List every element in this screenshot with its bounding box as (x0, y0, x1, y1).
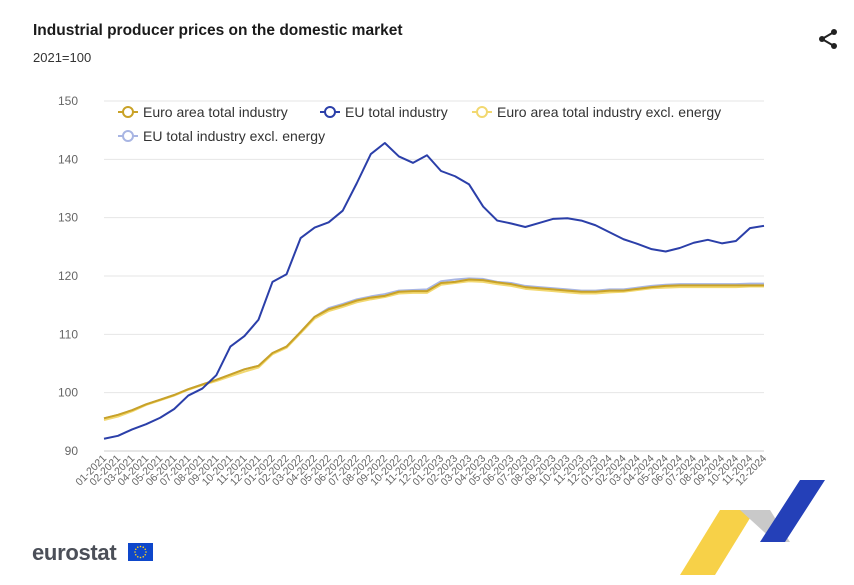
chart-title: Industrial producer prices on the domest… (33, 22, 403, 39)
y-tick-label: 90 (65, 444, 79, 458)
y-tick-label: 100 (58, 386, 78, 400)
y-tick-label: 120 (58, 269, 78, 283)
y-tick-label: 150 (58, 94, 78, 108)
share-icon[interactable] (816, 27, 840, 51)
series-line-euro-area-total-industry (103, 278, 764, 420)
chart-subtitle: 2021=100 (33, 50, 92, 65)
legend-marker (324, 106, 336, 118)
legend-marker (122, 130, 134, 142)
y-tick-label: 110 (59, 327, 78, 341)
legend-label[interactable]: EU total industry (345, 104, 448, 120)
eurostat-logo: eurostat (32, 540, 117, 565)
legend-label[interactable]: EU total industry excl. energy (143, 128, 325, 144)
series-line-eu-total-industry (103, 142, 765, 440)
series-line-euro-area-total-industry-excl-energy (103, 280, 764, 422)
y-tick-label: 140 (58, 152, 78, 166)
y-tick-label: 130 (58, 211, 78, 225)
eu-flag-icon (128, 543, 153, 561)
legend-label[interactable]: Euro area total industry (143, 104, 288, 120)
legend-marker (476, 106, 488, 118)
legend-marker (122, 106, 134, 118)
eurostat-decoration (680, 480, 825, 575)
legend-label[interactable]: Euro area total industry excl. energy (497, 104, 721, 120)
series-line-eu-total-industry-excl-energy (103, 277, 764, 420)
